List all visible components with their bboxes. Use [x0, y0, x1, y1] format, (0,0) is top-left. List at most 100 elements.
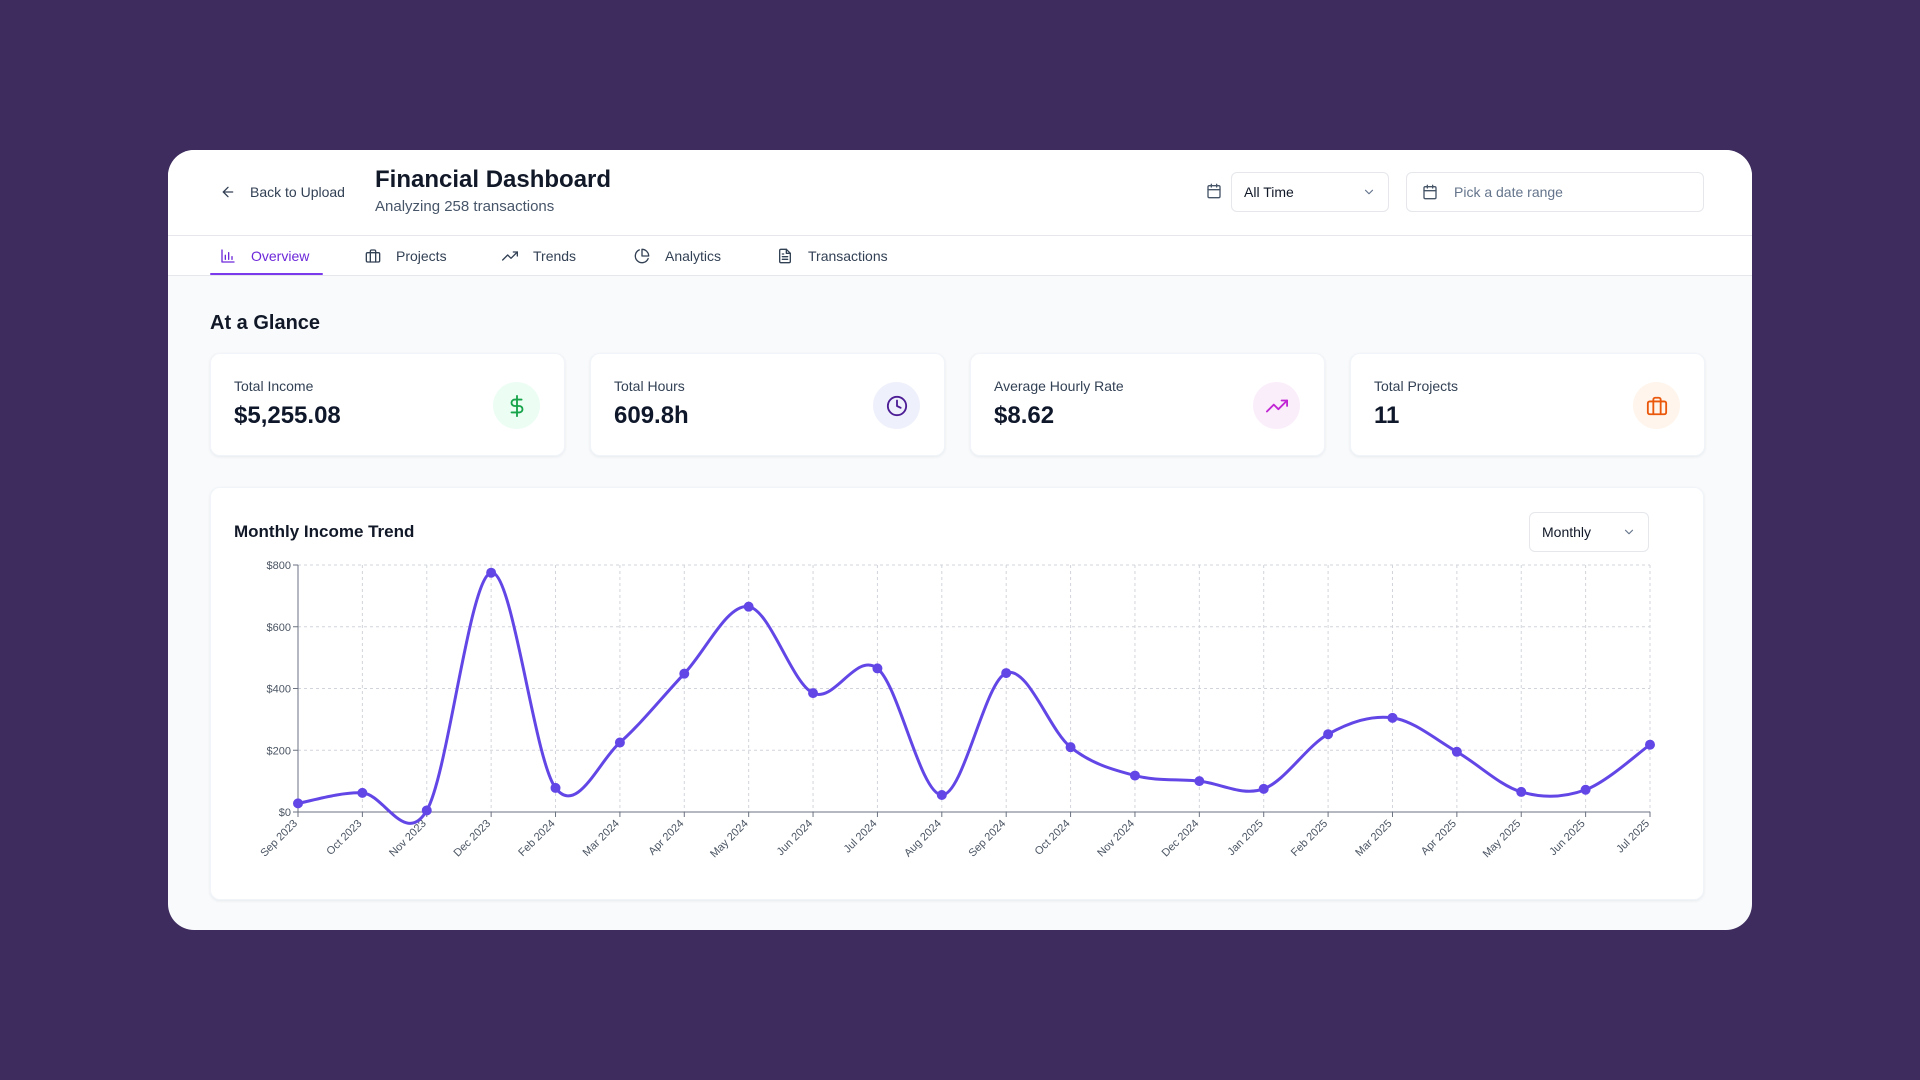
y-tick-label: $800	[267, 560, 291, 572]
granularity-select-value: Monthly	[1542, 524, 1592, 540]
period-select-value: All Time	[1244, 184, 1294, 200]
income-data-point	[1065, 742, 1076, 753]
y-tick-label: $200	[267, 745, 291, 757]
tab-overview-label: Overview	[251, 248, 310, 264]
stat-label: Total Projects	[1374, 378, 1459, 394]
briefcase-icon	[365, 249, 381, 263]
x-tick-label: Aug 2024	[902, 818, 944, 860]
x-tick-label: Sep 2023	[258, 818, 300, 860]
stat-value: $8.62	[994, 402, 1055, 429]
chevron-down-icon	[1624, 529, 1634, 535]
calendar-icon	[1423, 184, 1437, 200]
y-tick-label: $0	[279, 807, 291, 819]
x-tick-label: Dec 2023	[451, 818, 493, 860]
calendar-icon	[1207, 183, 1221, 199]
stat-icon-badge	[1253, 382, 1300, 429]
income-data-point	[808, 688, 819, 699]
income-data-point	[1001, 668, 1012, 679]
y-tick-label: $400	[267, 684, 291, 696]
income-data-point	[1387, 712, 1398, 723]
x-tick-label: Jul 2025	[1614, 818, 1652, 856]
tab-transactions-label: Transactions	[808, 248, 888, 264]
tab-transactions[interactable]: Transactions	[777, 236, 888, 276]
dashboard-window: Back to Upload Financial Dashboard Analy…	[168, 150, 1752, 930]
arrow-left-icon	[222, 186, 234, 198]
x-tick-label: Mar 2025	[1353, 818, 1394, 859]
x-tick-label: Mar 2024	[581, 818, 622, 859]
tab-trends[interactable]: Trends	[502, 236, 576, 276]
income-data-point	[936, 790, 947, 801]
stat-icon-badge	[873, 382, 920, 429]
income-data-point	[614, 737, 625, 748]
file-text-icon	[779, 248, 791, 264]
stat-label: Average Hourly Rate	[994, 378, 1124, 394]
page-title: Financial Dashboard	[375, 166, 612, 193]
x-tick-label: May 2025	[1481, 818, 1524, 861]
chevron-down-icon	[1364, 189, 1374, 195]
income-data-point	[872, 663, 883, 674]
period-select[interactable]: All Time	[1231, 172, 1389, 212]
income-data-point	[1258, 783, 1269, 794]
x-tick-label: May 2024	[708, 818, 751, 861]
back-to-upload-label: Back to Upload	[250, 184, 345, 200]
income-data-point	[486, 567, 497, 578]
tab-projects-label: Projects	[396, 248, 447, 264]
stat-value: 11	[1374, 402, 1400, 429]
stat-value: $5,255.08	[234, 402, 341, 429]
income-data-point	[679, 668, 690, 679]
trending-up-icon	[502, 251, 518, 261]
x-tick-label: Nov 2024	[1095, 818, 1137, 860]
income-data-point	[293, 798, 303, 809]
section-title: At a Glance	[210, 312, 321, 334]
tab-bar: Overview Projects Trends Analytics Trans…	[168, 236, 1752, 276]
x-tick-label: Feb 2024	[516, 818, 557, 859]
income-data-point	[1451, 746, 1462, 757]
stat-card-total-income: Total Income $5,255.08	[210, 353, 565, 456]
income-data-point	[550, 782, 561, 793]
income-data-point	[1129, 770, 1140, 781]
income-data-point	[1194, 776, 1205, 787]
income-data-point	[1580, 784, 1591, 795]
x-tick-label: Apr 2024	[646, 818, 686, 858]
income-data-point	[743, 601, 754, 612]
stat-label: Total Income	[234, 378, 314, 394]
income-data-point	[1645, 739, 1655, 750]
date-range-placeholder: Pick a date range	[1454, 184, 1563, 200]
tab-projects[interactable]: Projects	[365, 236, 447, 276]
x-tick-label: Jan 2025	[1225, 818, 1265, 858]
title-block: Financial Dashboard Analyzing 258 transa…	[375, 165, 611, 215]
x-tick-label: Sep 2024	[967, 818, 1009, 860]
tab-trends-label: Trends	[533, 248, 577, 264]
briefcase-icon	[1646, 396, 1667, 415]
stat-card-average-hourly-rate: Average Hourly Rate $8.62	[970, 353, 1325, 456]
x-tick-label: Apr 2025	[1419, 818, 1459, 858]
monthly-income-chart-card: $0 $200 $400 $600 $800 Sep 2023 Oct 2023 Nov 20…	[210, 487, 1704, 900]
dollar-icon	[510, 394, 523, 417]
x-tick-label: Oct 2024	[1033, 818, 1073, 858]
income-data-point	[1323, 729, 1334, 740]
x-tick-label: Oct 2023	[324, 818, 364, 858]
bar-chart-icon	[221, 249, 235, 263]
income-series-line	[296, 571, 1652, 825]
granularity-select[interactable]: Monthly	[1529, 512, 1649, 552]
x-tick-label: Dec 2024	[1160, 818, 1202, 860]
x-tick-label: Feb 2025	[1289, 818, 1330, 859]
clock-icon	[886, 395, 907, 416]
income-data-point	[357, 787, 368, 798]
stat-icon-badge	[493, 382, 540, 429]
income-data-point	[421, 805, 432, 816]
tab-analytics[interactable]: Analytics	[634, 236, 721, 276]
page-subtitle: Analyzing 258 transactions	[375, 198, 555, 215]
dashboard-header: Back to Upload Financial Dashboard Analy…	[168, 150, 1752, 236]
stat-icon-badge	[1633, 382, 1680, 429]
stat-label: Total Hours	[614, 378, 685, 394]
x-tick-label: Jul 2024	[842, 818, 880, 856]
stat-card-total-projects: Total Projects 11	[1350, 353, 1705, 456]
pie-chart-icon	[634, 248, 650, 264]
tab-overview[interactable]: Overview	[220, 236, 309, 276]
date-range-picker[interactable]: Pick a date range	[1406, 172, 1704, 212]
x-tick-label: Jun 2025	[1547, 818, 1587, 858]
trending-up-icon	[1265, 399, 1288, 412]
back-to-upload-button[interactable]: Back to Upload	[220, 180, 345, 204]
stat-value: 609.8h	[614, 402, 689, 429]
